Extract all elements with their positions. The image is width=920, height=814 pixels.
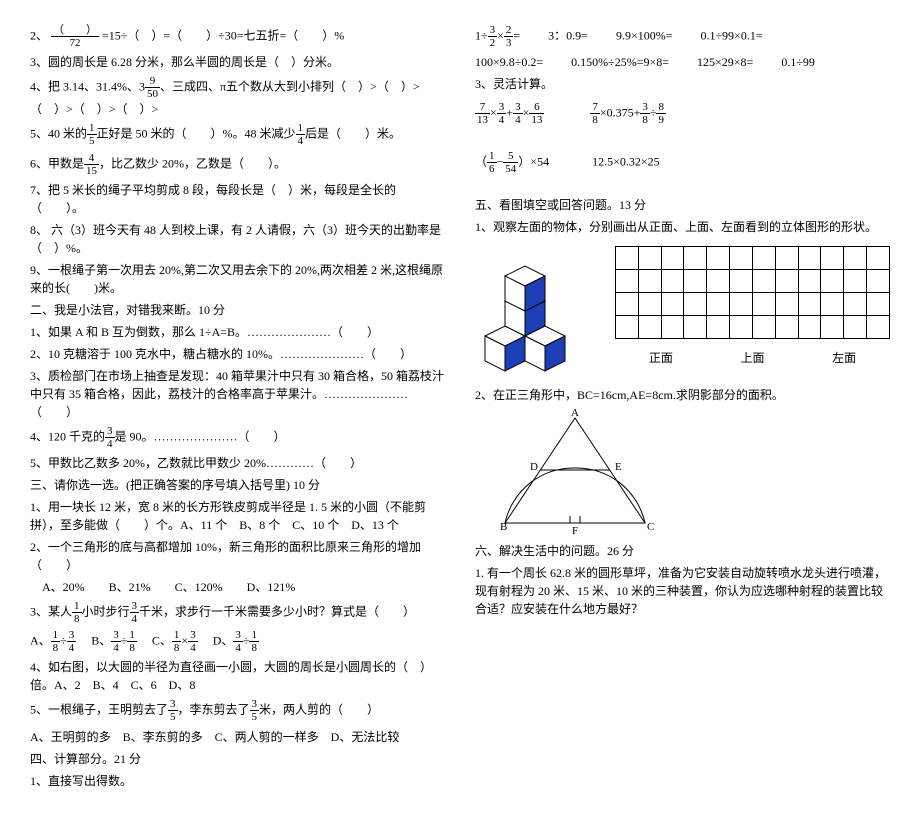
q5b: 正好是 50 米的（ ）%。48 米减少 xyxy=(97,127,296,141)
calc-row1: 1÷32×23= 3：0.9= 9.9×100%= 0.1÷99×0.1= xyxy=(475,24,890,49)
sec3: 三、请你选一选。(把正确答案的序号填入括号里) 10 分 xyxy=(30,476,445,494)
grids: 正面 上面 左面 xyxy=(615,246,890,366)
q9: 9、一根绳子第一次用去 20%,第二次又用去余下的 20%,两次相差 2 米,这… xyxy=(30,261,445,297)
flex-calc1: 713×34+34×613 78×0.375+38÷89 xyxy=(475,101,890,126)
s3q3c: 千米，求步行一千米需要多少小时？算式是（ ） xyxy=(139,604,415,618)
q4: 4、把 3.14、31.4%、3950、三成四、π五个数从大到小排列（ ）>（ … xyxy=(30,75,445,118)
s4q3: 3、灵活计算。 xyxy=(475,75,890,93)
q6: 6、甲数是415，比乙数少 20%，乙数是（ ）。 xyxy=(30,152,445,177)
q2-rest: =15÷（ ）=（ ）÷30=七五折=（ ）% xyxy=(102,28,344,42)
s5q2: 2、在正三角形中，BC=16cm,AE=8cm.求阴影部分的面积。 xyxy=(475,386,890,404)
q3: 3、圆的周长是 6.28 分米，那么半圆的周长是（ ）分米。 xyxy=(30,53,445,71)
sec5: 五、看图填空或回答问题。13 分 xyxy=(475,196,890,214)
answer-grid xyxy=(615,246,890,339)
s2q4: 4、120 千克的34是 90。…………………（ ） xyxy=(30,425,445,450)
s5q1: 1、观察左面的物体，分别画出从正面、上面、左面看到的立体图形的形状。 xyxy=(475,218,890,236)
s4q1: 1、直接写出得数。 xyxy=(30,772,445,790)
q6a: 6、甲数是 xyxy=(30,156,84,170)
triangle-figure: A B C D E F xyxy=(475,408,890,538)
s2q1: 1、如果 A 和 B 互为倒数，那么 1÷A=B。…………………（ ） xyxy=(30,323,445,341)
s3q3opt: A、18÷34 B、34÷18 C、18×34 D、34÷18 xyxy=(30,629,445,654)
label-left: 左面 xyxy=(832,349,856,366)
s3q3a: 3、某人 xyxy=(30,604,72,618)
pt-A: A xyxy=(571,408,579,419)
label-top: 上面 xyxy=(740,349,764,366)
q6-frac: 415 xyxy=(84,152,99,177)
sec4: 四、计算部分。21 分 xyxy=(30,750,445,768)
sec2: 二、我是小法官，对错我来断。10 分 xyxy=(30,301,445,319)
q7: 7、把 5 米长的绳子平均剪成 8 段，每段长是（ ）米，每段是全长的（ ）。 xyxy=(30,181,445,217)
cube-figure xyxy=(475,246,595,376)
s2q2: 2、10 克糖溶于 100 克水中，糖占糖水的 10%。…………………（ ） xyxy=(30,345,445,363)
pt-F: F xyxy=(572,525,578,537)
q5-frac2: 14 xyxy=(296,122,306,147)
right-column: 1÷32×23= 3：0.9= 9.9×100%= 0.1÷99×0.1= 10… xyxy=(475,20,890,794)
sec6: 六、解决生活中的问题。26 分 xyxy=(475,542,890,560)
q4-frac: 950 xyxy=(145,75,160,100)
pt-D: D xyxy=(530,461,538,473)
q5: 5、40 米的15正好是 50 米的（ ）%。48 米减少14后是（ ）米。 xyxy=(30,122,445,147)
label-front: 正面 xyxy=(649,349,673,366)
s3q5opt: A、王明剪的多 B、李东剪的多 C、两人剪的一样多 D、无法比较 xyxy=(30,728,445,746)
s2q5: 5、甲数比乙数多 20%，乙数就比甲数少 20%…………（ ） xyxy=(30,454,445,472)
s2q4b: 是 90。…………………（ ） xyxy=(115,429,286,443)
pt-B: B xyxy=(500,521,507,533)
pt-E: E xyxy=(615,461,622,473)
q2-num: 2、 xyxy=(30,28,48,42)
s6q1: 1. 有一个周长 62.8 米的圆形草坪，准备为它安装自动旋转喷水龙头进行喷灌，… xyxy=(475,564,890,618)
q6b: ，比乙数少 20%，乙数是（ ）。 xyxy=(99,156,286,170)
q5c: 后是（ ）米。 xyxy=(305,127,401,141)
s2q3: 3、质检部门在市场上抽查是发现：40 箱苹果汁中只有 30 箱合格，50 箱荔枝… xyxy=(30,367,445,421)
q2-frac: （ ）72 xyxy=(51,24,99,49)
flex-calc2: （16−554）×54 12.5×0.32×25 xyxy=(475,150,890,175)
s3q4: 4、如右图，以大圆的半径为直径画一小圆，大圆的周长是小圆周长的（ ）倍。A、2 … xyxy=(30,658,445,694)
s2q4-frac: 34 xyxy=(105,425,115,450)
q8: 8、 六（3）班今天有 48 人到校上课，有 2 人请假，六（3）班今天的出勤率… xyxy=(30,221,445,257)
s3q2opt: A、20% B、21% C、120% D、121% xyxy=(30,578,445,596)
s3q1: 1、用一块长 12 米，宽 8 米的长方形铁皮剪成半径是 1. 5 米的小圆（不… xyxy=(30,498,445,534)
s3q2: 2、一个三角形的底与高都增加 10%，新三角形的面积比原来三角形的增加（ ） xyxy=(30,538,445,574)
pt-C: C xyxy=(647,521,654,533)
q5-frac1: 15 xyxy=(87,122,97,147)
s3q3b: 小时步行 xyxy=(82,604,130,618)
s2q4a: 4、120 千克的 xyxy=(30,429,105,443)
q5a: 5、40 米的 xyxy=(30,127,87,141)
q4a: 4、把 3.14、31.4%、3 xyxy=(30,80,145,94)
views-wrap: 正面 上面 左面 xyxy=(475,246,890,376)
calc-row2: 100×9.8÷0.2= 0.150%÷25%=9×8= 125×29×8= 0… xyxy=(475,53,890,71)
s3q5: 5、一根绳子，王明剪去了35，李东剪去了35米，两人剪的（ ） xyxy=(30,698,445,723)
s3q3: 3、某人18小时步行34千米，求步行一千米需要多少小时？算式是（ ） xyxy=(30,600,445,625)
left-column: 2、 （ ）72 =15÷（ ）=（ ）÷30=七五折=（ ）% 3、圆的周长是… xyxy=(30,20,445,794)
q2: 2、 （ ）72 =15÷（ ）=（ ）÷30=七五折=（ ）% xyxy=(30,24,445,49)
